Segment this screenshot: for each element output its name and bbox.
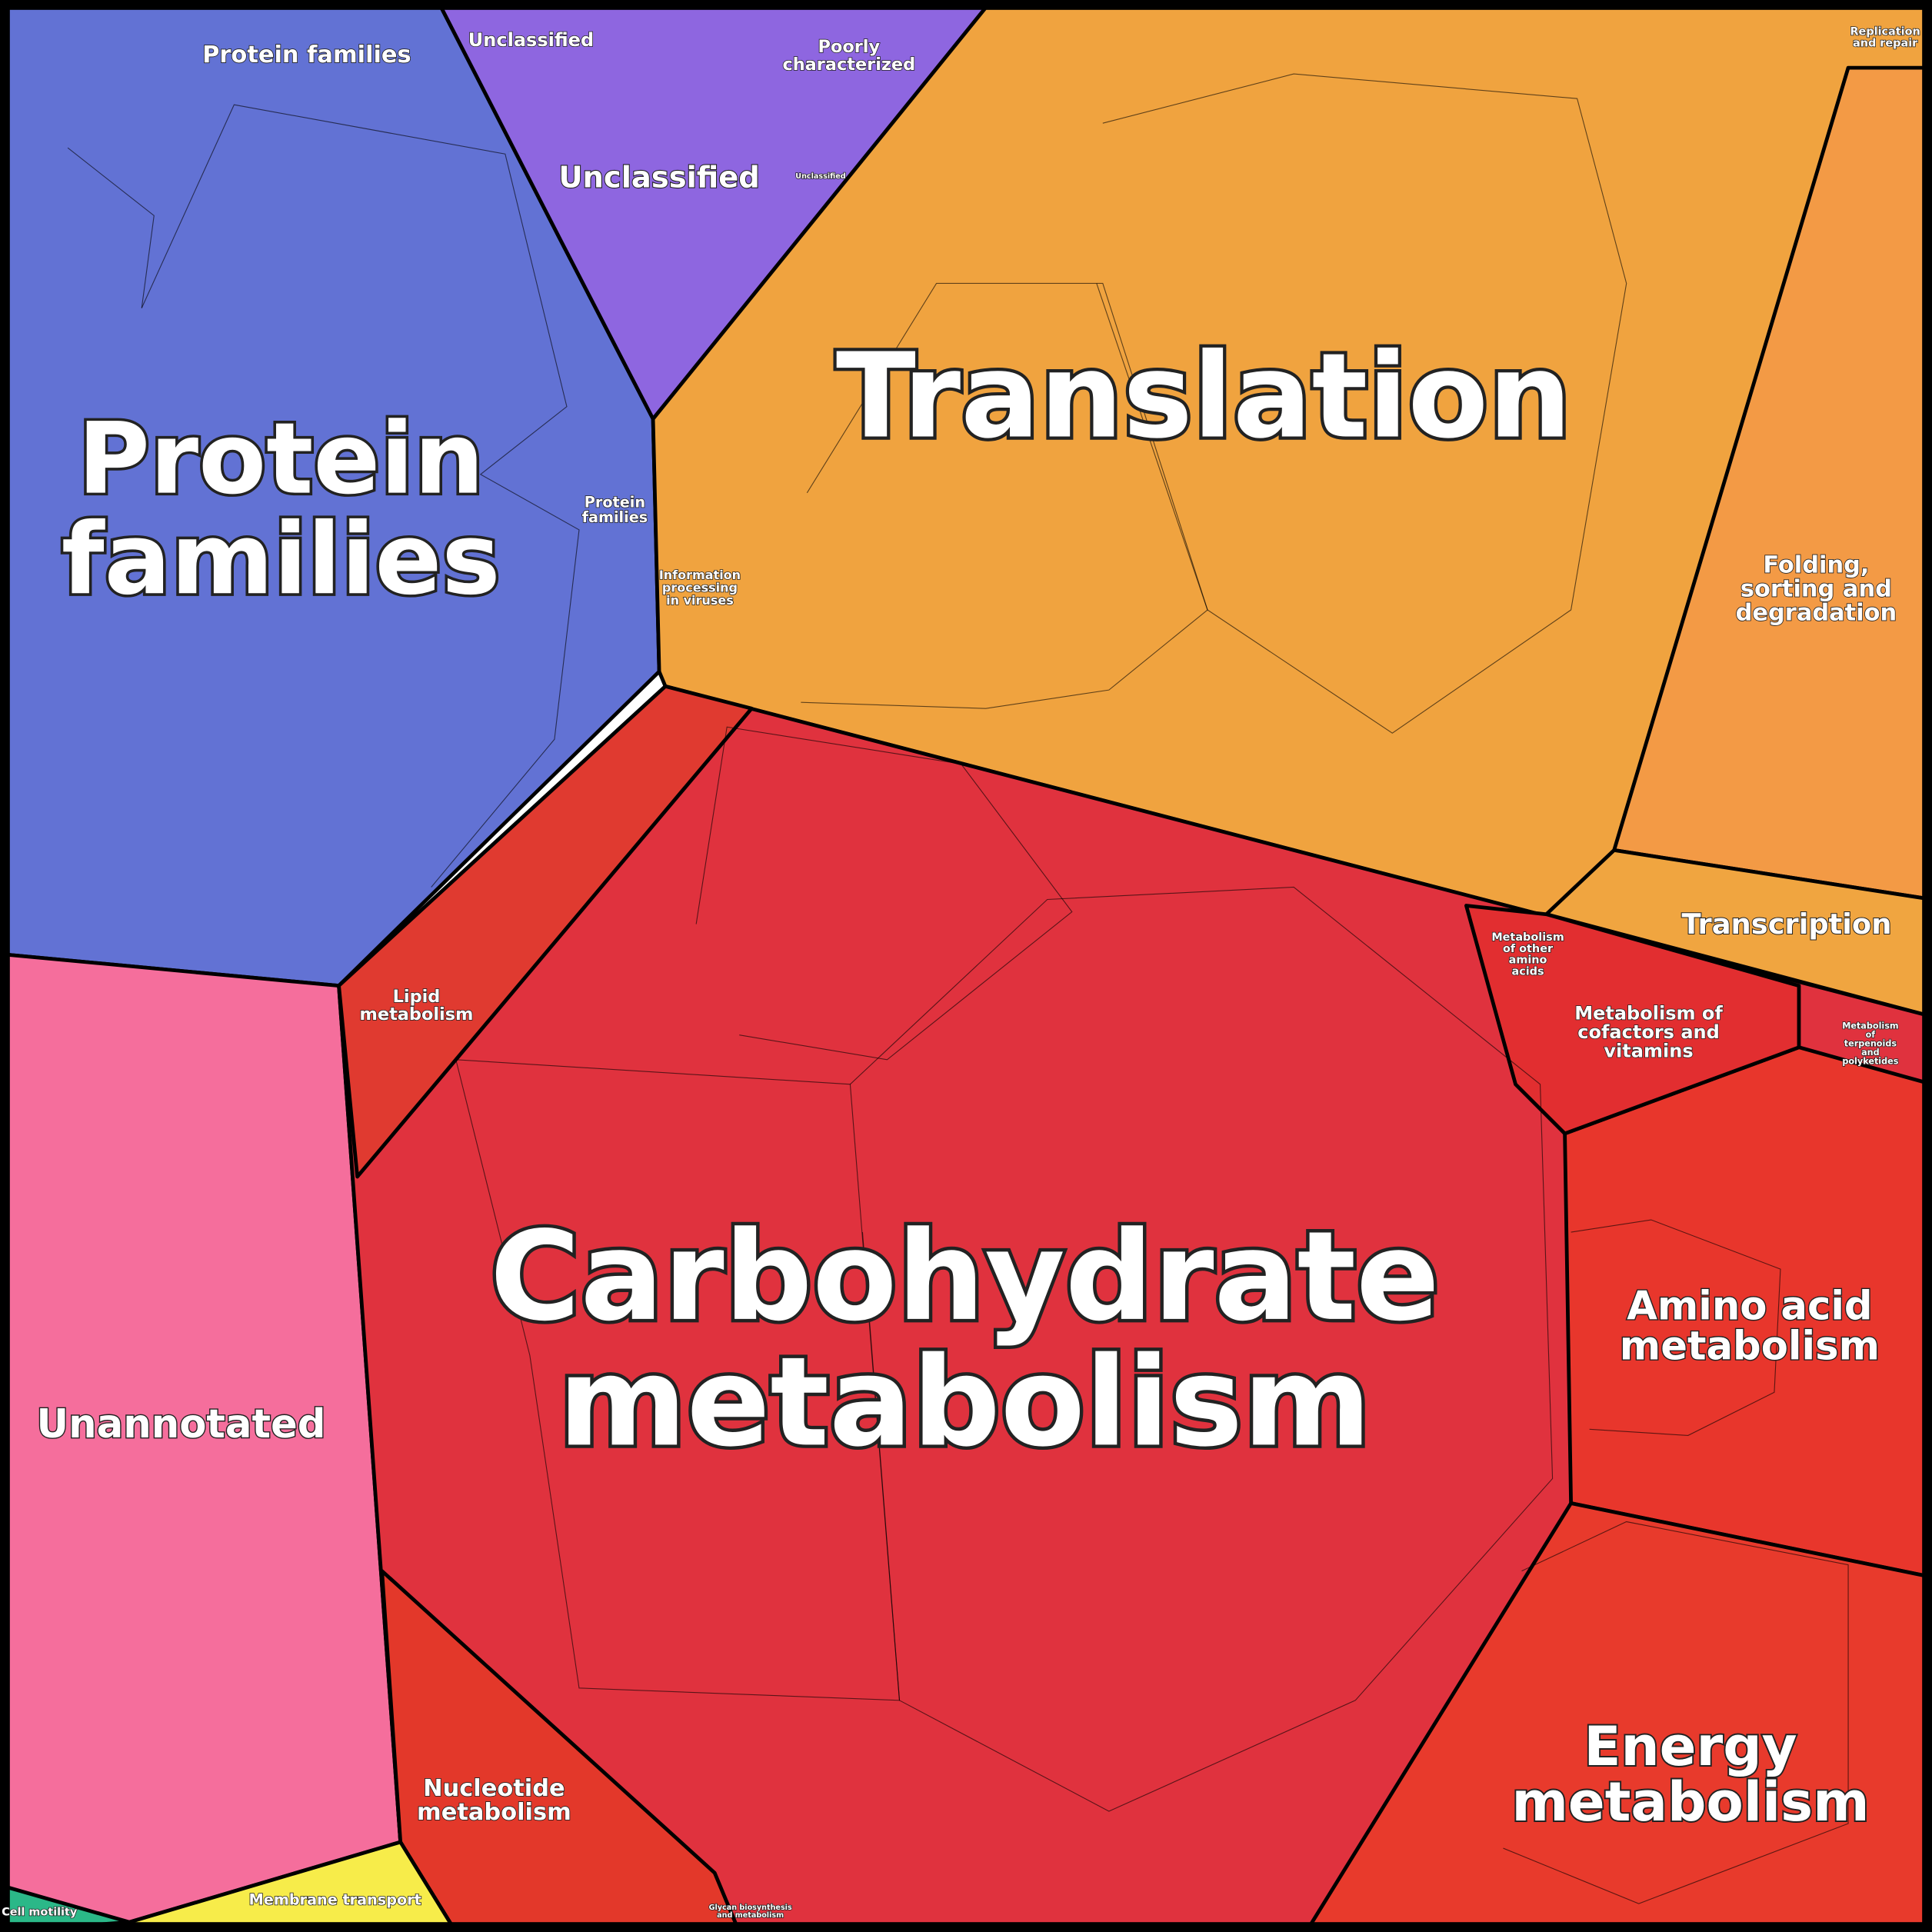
region-label: Poorly characterized xyxy=(782,36,915,74)
region-label: Unclassified xyxy=(795,172,845,181)
label-line: Protein xyxy=(78,402,485,517)
label-line: Replication xyxy=(1850,26,1920,38)
region-label: Protein families xyxy=(582,493,648,526)
label-line: Metabolism xyxy=(1491,931,1564,944)
label-line: metabolism xyxy=(417,1799,571,1826)
region-label: Folding, sorting and degradation xyxy=(1736,551,1897,626)
label-line: of other xyxy=(1503,943,1554,955)
label-line: Nucleotide xyxy=(423,1775,565,1802)
label-line: Metabolism of xyxy=(1574,1002,1723,1024)
region-label: Metabolism of terpenoids and polyketides xyxy=(1842,1021,1899,1067)
label-line: Unclassified xyxy=(468,29,594,51)
region-label: Carbohydrate metabolism xyxy=(490,1204,1440,1474)
label-line: Lipid xyxy=(393,987,441,1007)
label-line: Unannotated xyxy=(37,1401,326,1447)
region-transcription xyxy=(1544,848,1932,1019)
label-line: metabolism xyxy=(1620,1324,1880,1370)
label-line: Carbohydrate xyxy=(490,1204,1440,1348)
region-label: Unannotated xyxy=(37,1401,326,1447)
region-cofactors xyxy=(1464,904,1801,1136)
label-line: Poorly xyxy=(818,36,881,56)
region-lipid xyxy=(337,684,754,1179)
label-line: Cell motility xyxy=(2,1906,78,1918)
label-line: of xyxy=(1866,1030,1876,1040)
region-label: Metabolism of other amino acids xyxy=(1491,931,1564,978)
label-line: terpenoids xyxy=(1844,1038,1897,1048)
label-line: Metabolism xyxy=(1842,1021,1898,1031)
region-label: Unclassified xyxy=(468,29,594,51)
region-label: Transcription xyxy=(1681,908,1891,941)
region-label: Energy metabolism xyxy=(1512,1714,1870,1833)
label-line: Protein xyxy=(585,493,645,511)
label-line: cofactors and xyxy=(1577,1021,1720,1043)
region-energy xyxy=(1304,1501,1932,1932)
region-nucleotide xyxy=(380,1569,741,1932)
region-label: Metabolism of cofactors and vitamins xyxy=(1574,1002,1723,1061)
label-line: Translation xyxy=(836,328,1571,464)
label-line: processing xyxy=(662,580,738,595)
label-line: and xyxy=(1861,1048,1880,1058)
label-line: Glycan biosynthesis xyxy=(709,1904,792,1912)
region-label: Membrane transport xyxy=(249,1890,421,1908)
label-line: Amino acid xyxy=(1627,1283,1872,1329)
label-line: and repair xyxy=(1853,37,1918,49)
region-label: Glycan biosynthesis and metabolism xyxy=(709,1904,792,1920)
label-line: characterized xyxy=(782,54,915,74)
label-line: Transcription xyxy=(1681,908,1891,941)
label-line: in viruses xyxy=(666,592,734,607)
label-line: metabolism xyxy=(1512,1770,1870,1833)
label-line: Energy xyxy=(1584,1714,1797,1777)
region-label: Information processing in viruses xyxy=(659,568,741,608)
cell-lines xyxy=(67,73,1849,1904)
label-line: Unclassified xyxy=(558,160,759,195)
label-line: Information xyxy=(659,568,741,582)
region-label: Protein families xyxy=(62,402,501,618)
label-line: Membrane transport xyxy=(249,1890,421,1908)
region-folding xyxy=(1612,65,1932,901)
label-line: Unclassified xyxy=(795,172,845,181)
label-line: acids xyxy=(1511,965,1544,978)
label-line: metabolism xyxy=(360,1004,474,1024)
label-line: sorting and xyxy=(1740,575,1892,602)
label-line: degradation xyxy=(1736,599,1897,626)
region-label: Amino acid metabolism xyxy=(1620,1283,1880,1369)
region-label: Protein families xyxy=(202,42,411,68)
region-label: Translation xyxy=(836,328,1571,464)
region-label: Unclassified xyxy=(558,160,759,195)
label-line: Protein families xyxy=(202,42,411,68)
label-line: Folding, xyxy=(1763,551,1869,578)
label-line: and metabolism xyxy=(717,1911,784,1920)
label-line: vitamins xyxy=(1604,1041,1693,1062)
label-line: families xyxy=(62,502,501,617)
region-label: Nucleotide metabolism xyxy=(417,1775,571,1826)
label-line: families xyxy=(582,508,648,526)
label-line: metabolism xyxy=(558,1330,1371,1474)
region-label: Replication and repair xyxy=(1850,26,1920,50)
region-label: Lipid metabolism xyxy=(360,987,474,1024)
label-line: polyketides xyxy=(1842,1056,1898,1066)
region-label: Cell motility xyxy=(2,1906,78,1918)
label-line: amino xyxy=(1509,954,1547,967)
